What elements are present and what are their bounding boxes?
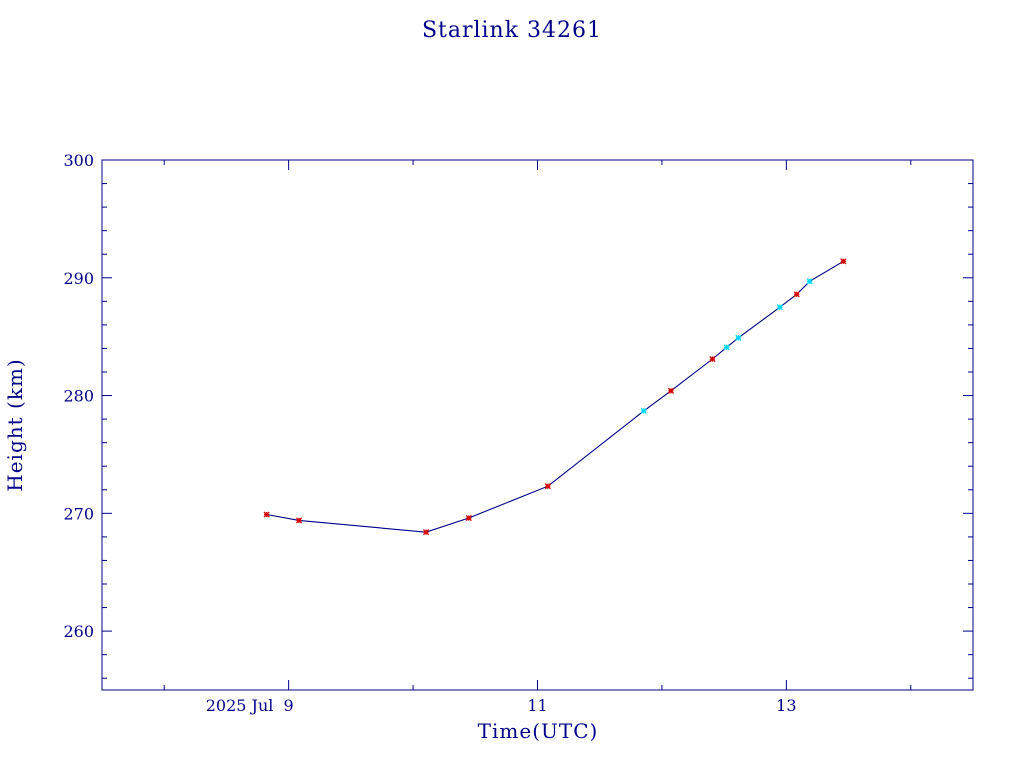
data-point (263, 511, 270, 518)
data-point (709, 355, 716, 363)
plot-frame (101, 159, 974, 691)
y-tick-label: 260 (63, 622, 94, 641)
data-point (793, 291, 800, 298)
axis-ticks (102, 159, 973, 690)
series-line (266, 260, 844, 533)
x-tick-label: 11 (527, 696, 547, 715)
data-point (667, 387, 675, 394)
data-point (544, 483, 551, 490)
series-height (263, 258, 847, 536)
y-tick-label: 280 (63, 387, 94, 406)
data-point (640, 407, 647, 414)
x-axis-label: Time(UTC) (478, 719, 599, 743)
data-point (723, 344, 730, 351)
y-tick-label: 270 (63, 504, 94, 523)
x-tick-label: 13 (776, 696, 796, 715)
y-tick-label: 300 (63, 151, 94, 170)
data-point (295, 517, 303, 524)
y-axis-tick-labels: 260 270 280 290 300 (63, 151, 94, 641)
y-tick-label: 290 (63, 269, 94, 288)
chart-title: Starlink 34261 (422, 18, 602, 43)
x-axis-tick-labels: 2025 Jul 9 11 13 (206, 696, 797, 715)
data-point (465, 514, 472, 522)
data-point (422, 529, 430, 536)
y-axis-label: Height (km) (3, 358, 27, 491)
x-tick-label: 2025 Jul 9 (206, 696, 294, 715)
data-point (776, 304, 783, 311)
data-point (840, 258, 847, 265)
data-point (735, 334, 742, 341)
data-point (806, 278, 813, 285)
